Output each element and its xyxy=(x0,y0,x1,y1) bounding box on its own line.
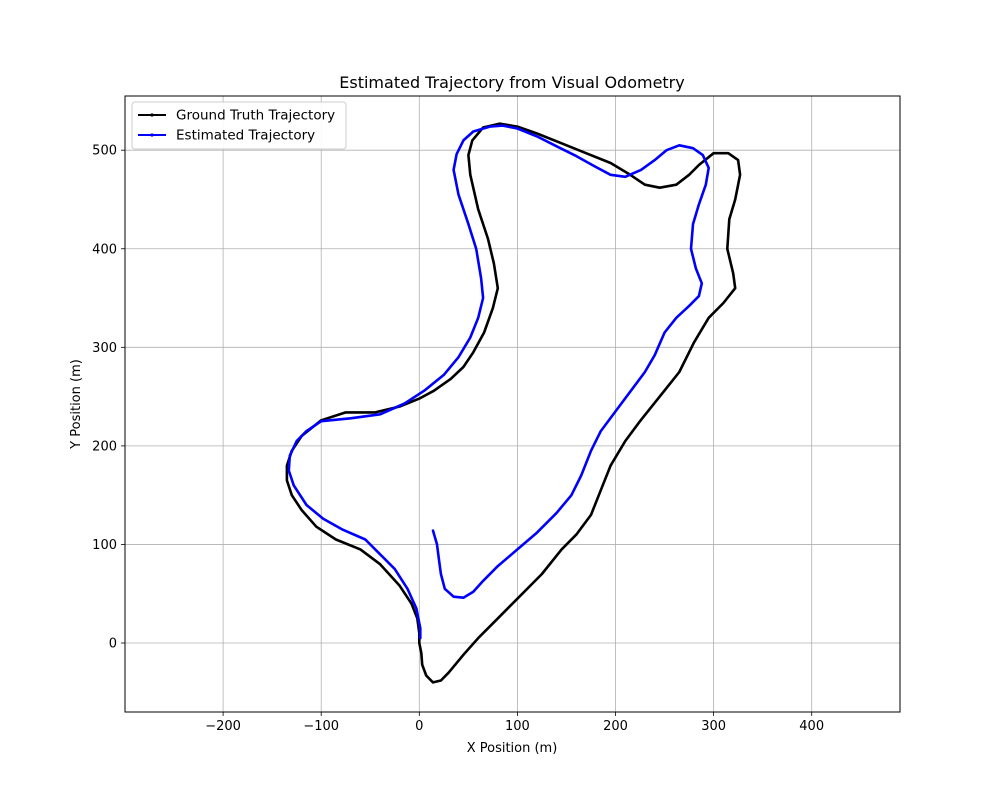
x-axis-ticks: −200 −100 0 100 200 300 400 xyxy=(205,712,824,734)
chart-title: Estimated Trajectory from Visual Odometr… xyxy=(339,73,684,92)
grid xyxy=(125,96,900,712)
y-tick-label: 100 xyxy=(92,538,117,553)
estimated-trajectory-line xyxy=(287,124,711,640)
legend-box xyxy=(131,101,347,150)
y-axis-label: Y Position (m) xyxy=(69,359,84,450)
legend: Ground Truth Trajectory Estimated Trajec… xyxy=(131,101,347,150)
legend-marker-estimated xyxy=(150,133,154,137)
x-tick-label: 400 xyxy=(799,719,824,734)
x-tick-label: −200 xyxy=(205,719,241,734)
x-tick-label: 0 xyxy=(415,719,423,734)
x-tick-label: −100 xyxy=(303,719,339,734)
y-axis-ticks: 0 100 200 300 400 500 xyxy=(92,144,125,652)
y-tick-label: 0 xyxy=(109,637,117,652)
series-lines xyxy=(285,122,742,684)
plot-area-frame xyxy=(124,95,901,713)
y-tick-label: 200 xyxy=(92,439,117,454)
y-tick-label: 300 xyxy=(92,341,117,356)
x-tick-label: 300 xyxy=(701,719,726,734)
y-tick-label: 400 xyxy=(92,242,117,257)
x-tick-label: 100 xyxy=(505,719,530,734)
legend-marker-ground-truth xyxy=(150,113,154,117)
legend-label-ground-truth: Ground Truth Trajectory xyxy=(176,108,335,124)
y-tick-label: 500 xyxy=(92,144,117,159)
legend-label-estimated: Estimated Trajectory xyxy=(176,128,315,144)
x-axis-label: X Position (m) xyxy=(467,741,558,756)
x-tick-label: 200 xyxy=(603,719,628,734)
